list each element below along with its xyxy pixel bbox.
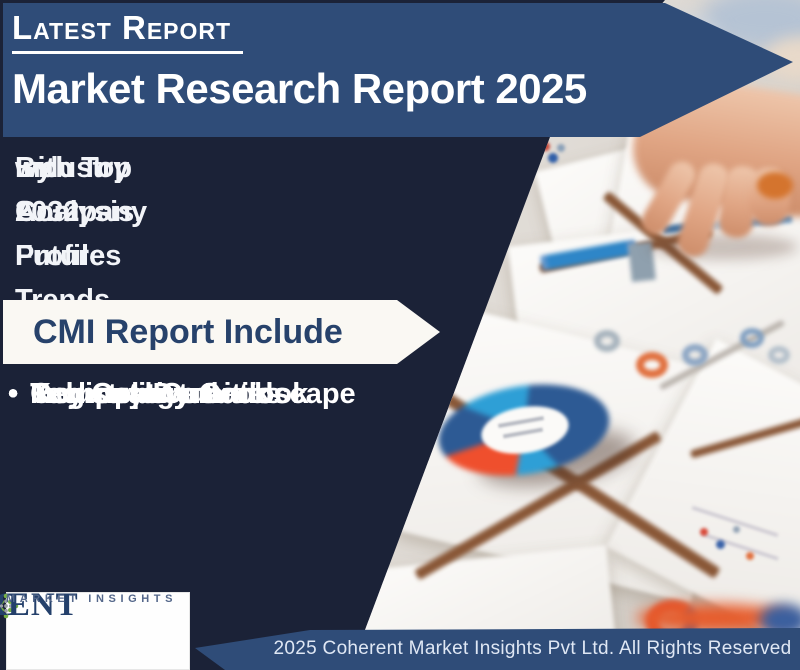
photo-chart-dot: [541, 142, 550, 151]
photo-chart-dot: [716, 540, 725, 549]
photo-donut-small: [682, 344, 708, 366]
photo-chart-dot: [548, 153, 558, 163]
photo-donut-small: [740, 328, 764, 348]
photo-chart-dot: [733, 526, 740, 533]
cmi-include-banner: CMI Report Include: [3, 300, 440, 364]
photo-chart-dot: [746, 552, 754, 560]
latest-report-badge: Latest Report: [12, 9, 244, 54]
subtitle-line: By 2032: [15, 152, 80, 228]
list-item: Competitive Landscape: [8, 374, 356, 414]
copyright-bar: 2025 Coherent Market Insights Pvt Ltd. A…: [195, 628, 800, 670]
photo-chart-dot: [557, 144, 565, 152]
photo-chart-dot: [700, 528, 708, 536]
photo-donut-small: [636, 352, 668, 378]
copyright-text: 2025 Coherent Market Insights Pvt Ltd. A…: [273, 638, 792, 659]
logo-subtitle: MARKET INSIGHTS: [6, 593, 178, 605]
logo-rest: HERENT: [0, 587, 79, 623]
subtitle-line: with Top Company Profiles: [15, 152, 148, 272]
company-logo: C HERENT MARKET INSIGHTS: [0, 589, 190, 670]
header-band: Latest Report Market Research Report 202…: [3, 3, 793, 137]
dotted-o-icon: [0, 593, 19, 619]
cmi-include-label: CMI Report Include: [33, 312, 343, 351]
photo-orange-object: [757, 172, 793, 199]
photo-donut-small: [594, 330, 620, 352]
photo-donut-small: [768, 346, 790, 364]
hand-shadow: [648, 234, 798, 260]
page-title: Market Research Report 2025: [12, 65, 587, 112]
